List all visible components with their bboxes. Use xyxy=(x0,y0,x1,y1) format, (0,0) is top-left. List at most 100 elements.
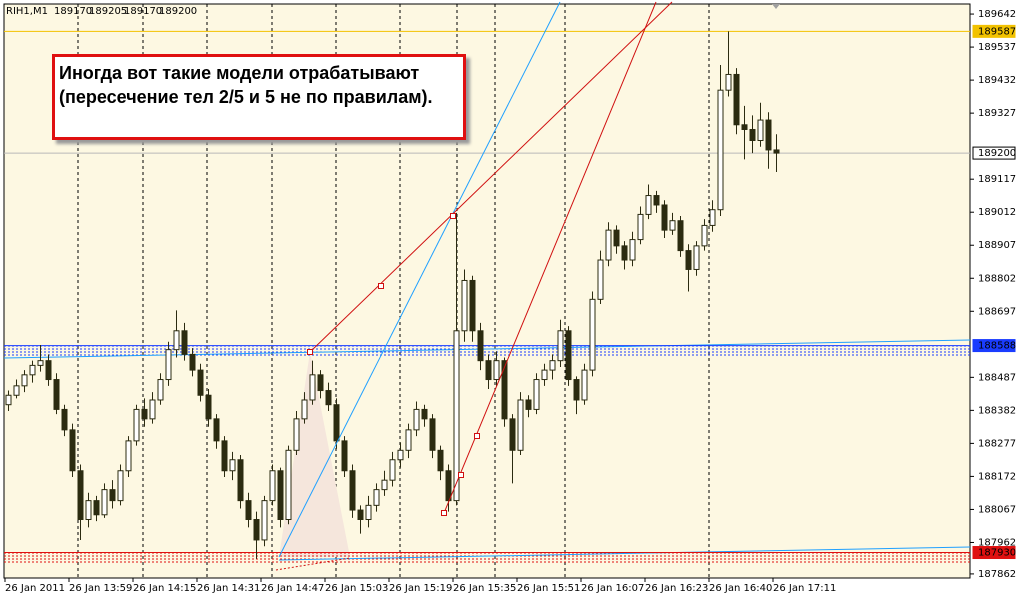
candle-body xyxy=(477,330,484,362)
x-tick-label: 26 Jan 15:51 xyxy=(517,583,580,594)
candle-body xyxy=(645,195,652,215)
candle-body xyxy=(93,500,100,516)
candle-body xyxy=(85,500,92,520)
x-tick-label: 26 Jan 17:11 xyxy=(773,583,836,594)
y-tick-label: 189432 xyxy=(978,75,1016,86)
candle-body xyxy=(709,209,716,226)
channel-line xyxy=(3,339,971,359)
anchor-point xyxy=(307,349,313,355)
candle-body xyxy=(61,408,68,431)
candle-body xyxy=(557,330,564,362)
candle-body xyxy=(117,470,124,502)
anchor-point xyxy=(458,472,464,478)
y-tick-label: 189642 xyxy=(978,9,1016,20)
candle-body xyxy=(261,500,268,541)
x-tick-label: 26 Jan 14:15 xyxy=(133,583,196,594)
annotation-line: (пересечение тел 2/5 и 5 не по правилам)… xyxy=(59,87,433,107)
trend-line xyxy=(443,1,657,514)
time-axis: 26 Jan 2011 26 Jan 13:59 26 Jan 14:15 26 Ja… xyxy=(4,578,836,594)
candle-body xyxy=(181,330,188,355)
candle-body xyxy=(5,394,12,406)
candle-body xyxy=(21,374,28,387)
x-tick-label: 26 Jan 2011 xyxy=(5,583,65,594)
candle-body xyxy=(149,399,156,420)
candle-body xyxy=(525,399,532,410)
candle-body xyxy=(405,429,412,451)
anchor-point xyxy=(450,213,456,219)
candle-body xyxy=(685,250,692,270)
candle-body xyxy=(389,459,396,481)
level-label-box xyxy=(972,546,1016,560)
quote-value: 189170 xyxy=(124,6,162,17)
x-tick-label: 26 Jan 16:40 xyxy=(709,583,772,594)
candle-body xyxy=(461,279,468,332)
candle-body xyxy=(653,195,660,206)
candle-body xyxy=(501,360,508,420)
candle-body xyxy=(317,374,324,392)
candle-body xyxy=(269,470,276,502)
candle-body xyxy=(213,418,220,442)
level-label-box xyxy=(972,146,1016,160)
anchor-point xyxy=(474,433,480,439)
candle-body xyxy=(661,204,668,231)
anchor-point xyxy=(441,510,447,516)
candle-body xyxy=(629,239,636,261)
candle-body xyxy=(445,470,452,502)
candle-body xyxy=(109,489,116,502)
candle-body xyxy=(349,470,356,511)
x-tick-label: 26 Jan 16:23 xyxy=(645,583,708,594)
trend-line xyxy=(275,557,351,571)
candle-body xyxy=(669,220,676,231)
candle-body xyxy=(125,440,132,472)
candle-body xyxy=(205,394,212,420)
candle-body xyxy=(341,440,348,472)
candle-body xyxy=(549,360,556,371)
candle-body xyxy=(13,385,20,396)
candle-body xyxy=(725,73,732,91)
candle-body xyxy=(485,360,492,381)
x-tick-label: 26 Jan 15:19 xyxy=(389,583,452,594)
candle-body xyxy=(533,379,540,410)
anchor-point xyxy=(378,283,384,289)
candle-body xyxy=(637,213,644,241)
candle-body xyxy=(573,379,580,401)
candle-body xyxy=(165,349,172,381)
candle-body xyxy=(509,418,516,451)
candle-body xyxy=(413,408,420,431)
y-tick-label: 188802 xyxy=(978,273,1016,284)
candle-body xyxy=(373,489,380,506)
candle-body xyxy=(301,399,308,420)
y-tick-label: 188067 xyxy=(978,504,1016,515)
y-tick-label: 188277 xyxy=(978,438,1016,449)
candle-body xyxy=(453,330,460,502)
candle-body xyxy=(757,119,764,142)
candle-body xyxy=(565,330,572,381)
y-tick-label: 188487 xyxy=(978,372,1016,383)
trend-line xyxy=(309,1,673,353)
level-label: 189587 xyxy=(978,26,1016,37)
candle-body xyxy=(325,390,332,406)
quote-value: 189200 xyxy=(159,6,197,17)
candle-body xyxy=(37,360,44,366)
candle-body xyxy=(357,509,364,520)
price-axis: 189642 189537 189432 189327 189117 189012 1889… xyxy=(970,9,1016,580)
candle-body xyxy=(253,518,260,541)
candle-body xyxy=(621,245,628,261)
candle-body xyxy=(141,408,148,420)
candle-body xyxy=(541,369,548,381)
symbol: RIH1,M1 xyxy=(6,6,48,17)
x-tick-label: 26 Jan 15:03 xyxy=(325,583,388,594)
candle-body xyxy=(229,459,236,472)
quote-value: 189170 xyxy=(54,6,92,17)
candle-body xyxy=(717,89,724,211)
candle-body xyxy=(365,504,372,520)
y-tick-label: 188907 xyxy=(978,240,1016,251)
candle-body xyxy=(133,408,140,442)
trend-line xyxy=(278,1,561,558)
candle-body xyxy=(221,440,228,472)
quote-value: 189205 xyxy=(89,6,127,17)
level-label: 189200 xyxy=(978,148,1016,159)
annotation-box: Иногда вот такие модели отрабатывают (пе… xyxy=(52,54,466,140)
candle-body xyxy=(581,369,588,401)
candle-body xyxy=(765,119,772,151)
